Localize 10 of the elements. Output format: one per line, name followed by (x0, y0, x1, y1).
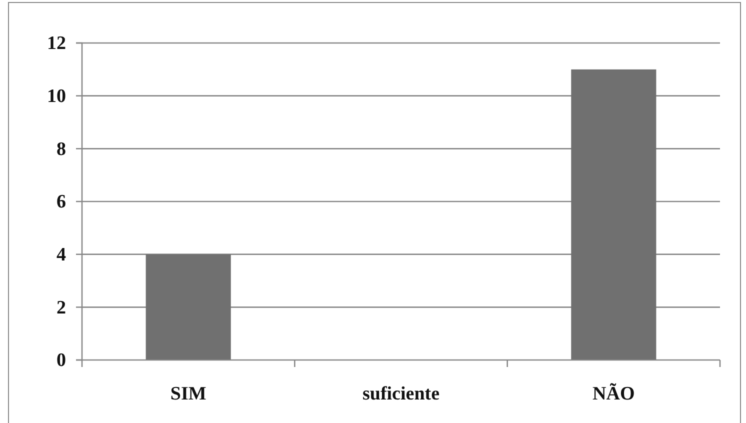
y-tick-label: 10 (47, 86, 66, 107)
y-tick-label: 6 (56, 192, 66, 213)
x-tick-label: SIM (170, 383, 206, 404)
x-tick-label: NÃO (592, 382, 635, 404)
y-tick-label: 0 (56, 350, 66, 372)
y-tick-label: 2 (56, 297, 66, 318)
x-tick-label: suficiente (362, 383, 440, 404)
y-tick-label: 12 (47, 33, 66, 54)
y-tick-label: 8 (56, 138, 66, 160)
y-tick-label: 4 (56, 244, 66, 266)
